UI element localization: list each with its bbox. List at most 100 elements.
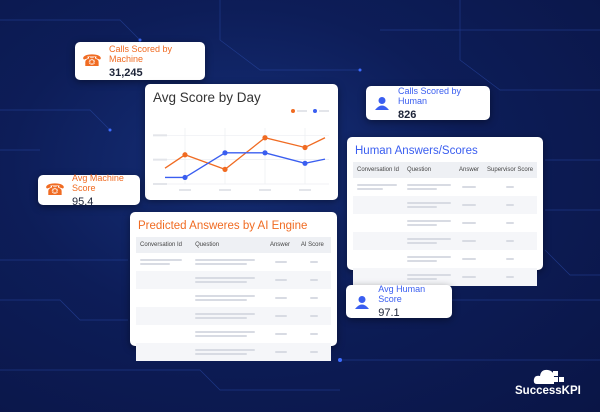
- x-tick-label-placeholder: [219, 189, 231, 191]
- placeholder-cell: [191, 343, 266, 361]
- placeholder-bar: [309, 315, 318, 317]
- column-header[interactable]: Question: [403, 162, 456, 178]
- legend-marker: [291, 109, 295, 113]
- placeholder-cell: [297, 289, 331, 307]
- placeholder-bar: [195, 335, 248, 337]
- successkpi-logo: SuccessKPI: [515, 366, 595, 397]
- placeholder-cell: [483, 268, 538, 286]
- placeholder-cell: [455, 232, 484, 250]
- placeholder-cell: [136, 343, 192, 361]
- table-row[interactable]: [136, 271, 331, 289]
- kpi-label: Avg Machine Score: [72, 172, 124, 193]
- x-tick-label-placeholder: [259, 189, 271, 191]
- placeholder-bar: [506, 240, 515, 242]
- placeholder-bar: [407, 238, 452, 240]
- placeholder-bar: [195, 299, 248, 301]
- placeholder-cell: [266, 289, 297, 307]
- kpi-avg-human-score: Avg Human Score 97.1: [346, 284, 452, 319]
- placeholder-cell: [455, 268, 484, 286]
- column-header[interactable]: Conversation Id: [353, 162, 404, 178]
- placeholder-bar: [309, 297, 318, 299]
- placeholder-bar: [506, 258, 515, 260]
- logo-text: SuccessKPI: [515, 385, 581, 397]
- placeholder-bar: [275, 333, 288, 335]
- kpi-value: 826: [398, 108, 417, 121]
- kpi-avg-machine-score: ☎ Avg Machine Score 95.4: [38, 172, 140, 208]
- legend-marker: [313, 109, 317, 113]
- column-header[interactable]: Question: [191, 237, 266, 253]
- column-header[interactable]: Supervisor Score: [483, 162, 538, 178]
- table-row[interactable]: [136, 307, 331, 325]
- placeholder-cell: [483, 196, 538, 214]
- table-row[interactable]: [353, 268, 538, 286]
- placeholder-bar: [407, 256, 452, 258]
- table-row[interactable]: [353, 196, 538, 214]
- kpi-calls-scored-by-machine: ☎ Calls Scored by Machine 31,245: [75, 42, 205, 80]
- placeholder-bar: [275, 297, 288, 299]
- column-header[interactable]: Answer: [455, 162, 484, 178]
- predicted-answers-card: Predicted Answeres by AI Engine Conversa…: [130, 212, 337, 361]
- placeholder-cell: [455, 214, 483, 232]
- column-header[interactable]: AI Score: [296, 237, 331, 253]
- placeholder-cell: [136, 253, 191, 271]
- placeholder-cell: [403, 250, 455, 268]
- kpi-value: 31,245: [109, 66, 143, 79]
- placeholder-cell: [403, 178, 455, 196]
- placeholder-bar: [275, 261, 288, 263]
- data-point: [182, 152, 188, 158]
- placeholder-bar: [407, 274, 452, 276]
- card-title: Predicted Answeres by AI Engine: [138, 220, 308, 232]
- kpi-value: 95.4: [72, 195, 94, 208]
- placeholder-cell: [266, 253, 297, 271]
- data-point: [262, 135, 268, 141]
- placeholder-cell: [297, 325, 331, 343]
- placeholder-cell: [265, 307, 297, 325]
- table-row[interactable]: [136, 325, 331, 343]
- placeholder-cell: [483, 214, 537, 232]
- placeholder-cell: [483, 178, 537, 196]
- placeholder-bar: [407, 278, 438, 280]
- placeholder-bar: [195, 317, 248, 319]
- table-row[interactable]: [136, 289, 331, 307]
- table-row[interactable]: [353, 214, 537, 232]
- predicted-answers-table: Conversation Id Question Answer AI Score: [136, 237, 331, 361]
- phone-icon: ☎: [45, 182, 65, 199]
- placeholder-cell: [191, 325, 266, 343]
- placeholder-bar: [275, 315, 288, 317]
- placeholder-bar: [357, 188, 383, 190]
- placeholder-cell: [136, 307, 192, 325]
- human-answers-card: Human Answers/Scores Conversation Id Ques…: [347, 137, 543, 286]
- table-row[interactable]: [353, 178, 537, 196]
- data-point: [302, 160, 308, 166]
- placeholder-bar: [462, 240, 477, 242]
- placeholder-bar: [462, 204, 477, 206]
- placeholder-bar: [195, 263, 248, 265]
- table-row[interactable]: [353, 250, 537, 268]
- placeholder-cell: [403, 196, 456, 214]
- placeholder-bar: [195, 313, 256, 315]
- card-title: Human Answers/Scores: [355, 145, 478, 157]
- placeholder-cell: [296, 307, 331, 325]
- placeholder-bar: [462, 276, 477, 278]
- table-row[interactable]: [136, 343, 331, 361]
- legend-label-placeholder: [297, 110, 307, 112]
- placeholder-cell: [403, 268, 456, 286]
- placeholder-bar: [506, 276, 515, 278]
- placeholder-cell: [403, 214, 455, 232]
- placeholder-bar: [407, 260, 438, 262]
- placeholder-bar: [195, 277, 256, 279]
- column-header[interactable]: Answer: [265, 237, 297, 253]
- placeholder-cell: [136, 289, 191, 307]
- column-header[interactable]: Conversation Id: [136, 237, 192, 253]
- placeholder-cell: [136, 271, 192, 289]
- placeholder-bar: [195, 349, 256, 351]
- table-row[interactable]: [353, 232, 538, 250]
- placeholder-cell: [136, 325, 191, 343]
- y-tick-label-placeholder: [153, 183, 167, 185]
- placeholder-cell: [353, 232, 404, 250]
- table-row[interactable]: [136, 253, 331, 271]
- person-icon: [374, 94, 390, 112]
- placeholder-bar: [195, 281, 248, 283]
- placeholder-cell: [353, 268, 404, 286]
